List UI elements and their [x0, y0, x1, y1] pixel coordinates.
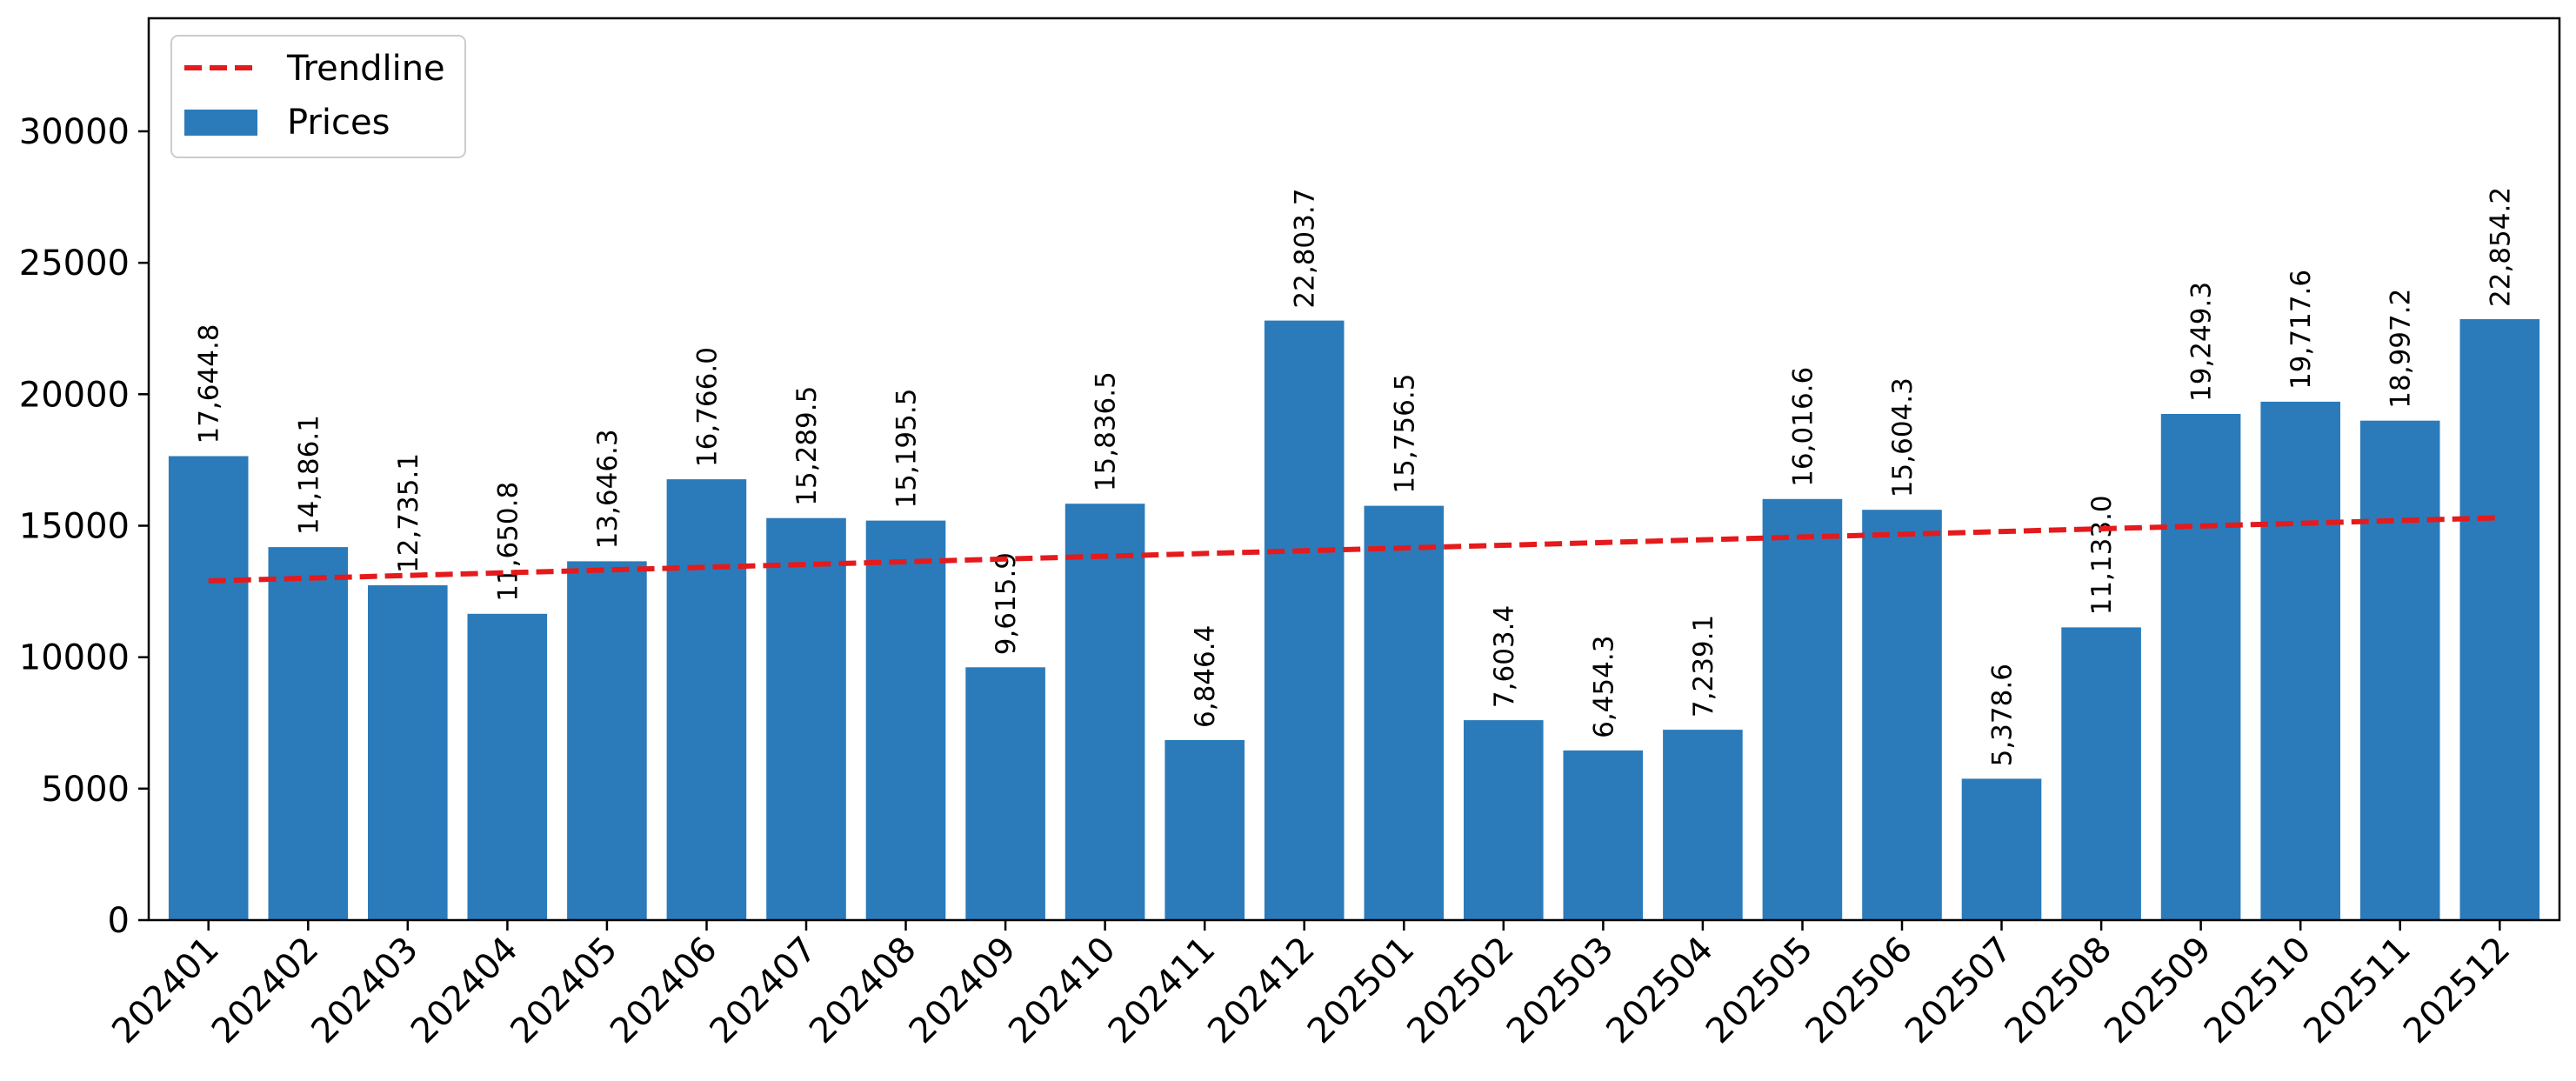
bar-value-label-202501: 15,756.5	[1389, 374, 1420, 494]
bar-value-label-202406: 16,766.0	[692, 347, 724, 467]
bar-value-label-202512: 22,854.2	[2485, 187, 2516, 307]
bar-value-label-202409: 9,615.9	[991, 552, 1022, 655]
x-tick-label-202509: 202509	[2097, 930, 2219, 1052]
plot-frame	[147, 17, 2561, 922]
x-tick-label-202411: 202411	[1101, 930, 1224, 1052]
x-tick-label-202507: 202507	[1898, 930, 2020, 1052]
bar-value-label-202412: 22,803.7	[1290, 189, 1321, 309]
bar-202408	[865, 520, 946, 920]
x-tick-label-202508: 202508	[1998, 930, 2120, 1052]
bar-value-label-202504: 7,239.1	[1688, 615, 1719, 717]
bar-202508	[2061, 627, 2141, 920]
bar-202406	[666, 479, 747, 920]
bar-202407	[766, 517, 846, 920]
bar-202410	[1064, 504, 1145, 920]
x-tick-label-202504: 202504	[1598, 930, 1721, 1052]
bar-202402	[268, 547, 349, 920]
bar-202504	[1663, 730, 1743, 920]
trendline	[208, 515, 2500, 584]
legend-prices-label: Prices	[287, 103, 390, 143]
bar-202411	[1165, 740, 1245, 920]
x-tick-label-202408: 202408	[802, 930, 924, 1052]
bar-value-label-202408: 15,195.5	[891, 389, 923, 509]
bar-value-label-202410: 15,836.5	[1091, 371, 1122, 491]
legend-prices-swatch	[184, 110, 257, 136]
legend: Trendline Prices	[170, 35, 466, 158]
bar-202512	[2459, 319, 2540, 920]
x-tick-label-202405: 202405	[503, 930, 625, 1052]
bar-value-label-202510: 19,717.6	[2286, 270, 2317, 390]
bar-202507	[1961, 778, 2042, 920]
bar-value-label-202401: 17,644.8	[194, 324, 225, 444]
y-tick-label-5000: 5000	[41, 770, 130, 810]
x-tick-label-202404: 202404	[404, 930, 526, 1052]
bar-value-label-202509: 19,249.3	[2186, 282, 2218, 402]
plot-layer: 17,644.8 14,186.1 12,735.1 11,650.8 13,646.3…	[168, 187, 2540, 921]
x-tick-label-202503: 202503	[1499, 930, 1622, 1052]
bar-202403	[368, 585, 448, 920]
x-tick-label-202403: 202403	[304, 930, 426, 1052]
x-tick-label-202401: 202401	[104, 930, 227, 1052]
x-tick-label-202410: 202410	[1001, 930, 1124, 1052]
bar-value-label-202404: 11,650.8	[492, 482, 524, 602]
x-tick-label-202511: 202511	[2296, 930, 2419, 1052]
bar-value-label-202511: 18,997.2	[2386, 289, 2417, 409]
bar-202511	[2359, 420, 2440, 920]
x-tick-label-202407: 202407	[703, 930, 825, 1052]
bar-value-label-202502: 7,603.4	[1489, 605, 1520, 708]
bar-202404	[467, 613, 548, 920]
y-tick-label-15000: 15000	[19, 507, 130, 547]
x-tick-label-202402: 202402	[204, 930, 327, 1052]
y-tick-label-30000: 30000	[19, 112, 130, 152]
bar-value-label-202405: 13,646.3	[592, 429, 624, 549]
legend-trendline-label: Trendline	[286, 49, 445, 89]
x-tick-label-202506: 202506	[1799, 930, 1921, 1052]
bar-value-label-202506: 15,604.3	[1887, 377, 1919, 497]
y-tick-label-0: 0	[108, 901, 130, 941]
y-tick-label-25000: 25000	[19, 244, 130, 284]
bar-202506	[1862, 510, 1942, 920]
bar-value-label-202508: 11,133.0	[2086, 495, 2118, 615]
bar-value-label-202411: 6,846.4	[1190, 625, 1221, 728]
x-tick-label-202501: 202501	[1300, 930, 1423, 1052]
bar-value-label-202407: 15,289.5	[791, 386, 823, 506]
bar-202503	[1563, 750, 1644, 920]
bar-value-label-202503: 6,454.3	[1588, 636, 1619, 738]
x-tick-label-202409: 202409	[902, 930, 1024, 1052]
x-tick-label-202412: 202412	[1200, 930, 1323, 1052]
x-tick-label-202510: 202510	[2197, 930, 2319, 1052]
y-tick-label-10000: 10000	[19, 638, 130, 678]
bar-202509	[2160, 414, 2241, 920]
bar-202412	[1264, 320, 1345, 921]
x-tick-label-202406: 202406	[603, 930, 725, 1052]
bar-value-label-202403: 12,735.1	[393, 453, 424, 573]
bar-202405	[567, 561, 647, 920]
y-tick-label-20000: 20000	[19, 375, 130, 415]
bar-value-label-202402: 14,186.1	[293, 415, 324, 535]
x-tick-label-202502: 202502	[1399, 930, 1522, 1052]
bar-202502	[1464, 720, 1544, 920]
bar-value-label-202505: 16,016.6	[1788, 367, 1819, 487]
bar-202501	[1364, 505, 1445, 920]
bar-202505	[1762, 498, 1843, 920]
bar-202510	[2260, 401, 2340, 920]
bar-202401	[168, 456, 249, 920]
bar-202409	[965, 667, 1045, 920]
x-tick-label-202505: 202505	[1698, 930, 1821, 1052]
x-tick-label-202512: 202512	[2396, 930, 2519, 1052]
bar-value-label-202507: 5,378.6	[1987, 664, 2019, 766]
